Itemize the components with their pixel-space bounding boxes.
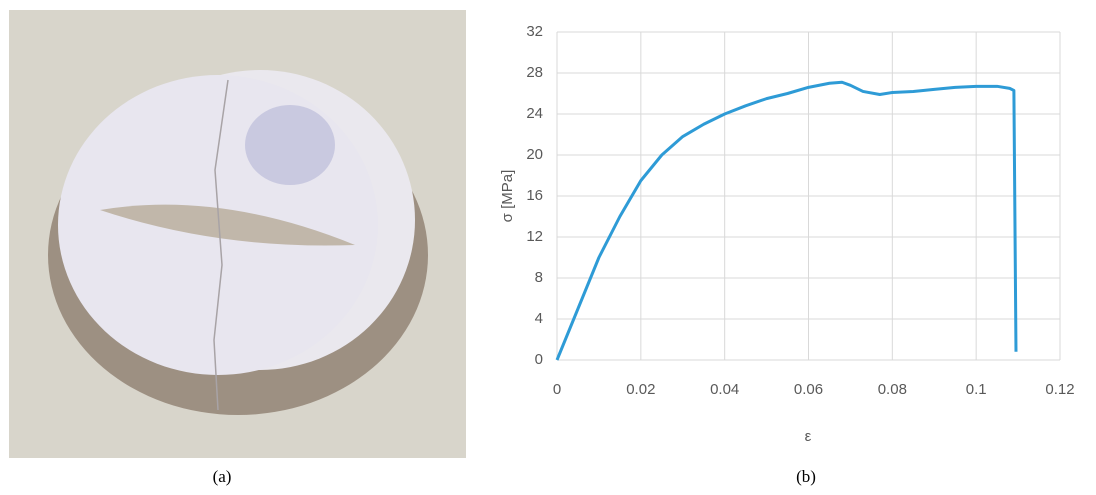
line-series: [555, 80, 1018, 361]
x-tick-label: 0.06: [794, 381, 823, 398]
x-tick-label: 0.12: [1045, 381, 1074, 398]
y-tick-label: 24: [526, 105, 543, 122]
y-tick-label: 32: [526, 23, 543, 40]
y-tick-label: 0: [535, 351, 543, 368]
x-tick-label: 0.02: [626, 381, 655, 398]
x-tick-label: 0.1: [966, 381, 987, 398]
y-tick-label: 20: [526, 146, 543, 163]
caption: (b): [796, 467, 816, 486]
caption: (a): [213, 467, 232, 486]
y-tick-label: 4: [535, 310, 543, 327]
x-axis-label: ε: [805, 428, 812, 445]
x-tick-label: 0.08: [878, 381, 907, 398]
y-tick-label: 12: [526, 228, 543, 245]
y-tick-label: 28: [526, 64, 543, 81]
x-tick-label: 0.04: [710, 381, 739, 398]
y-tick-label: 8: [535, 269, 543, 286]
x-tick-label: 0: [553, 381, 561, 398]
y-tick-label: 16: [526, 187, 543, 204]
photo: (a): [9, 10, 466, 486]
y-axis-label: σ [MPa]: [499, 170, 516, 223]
